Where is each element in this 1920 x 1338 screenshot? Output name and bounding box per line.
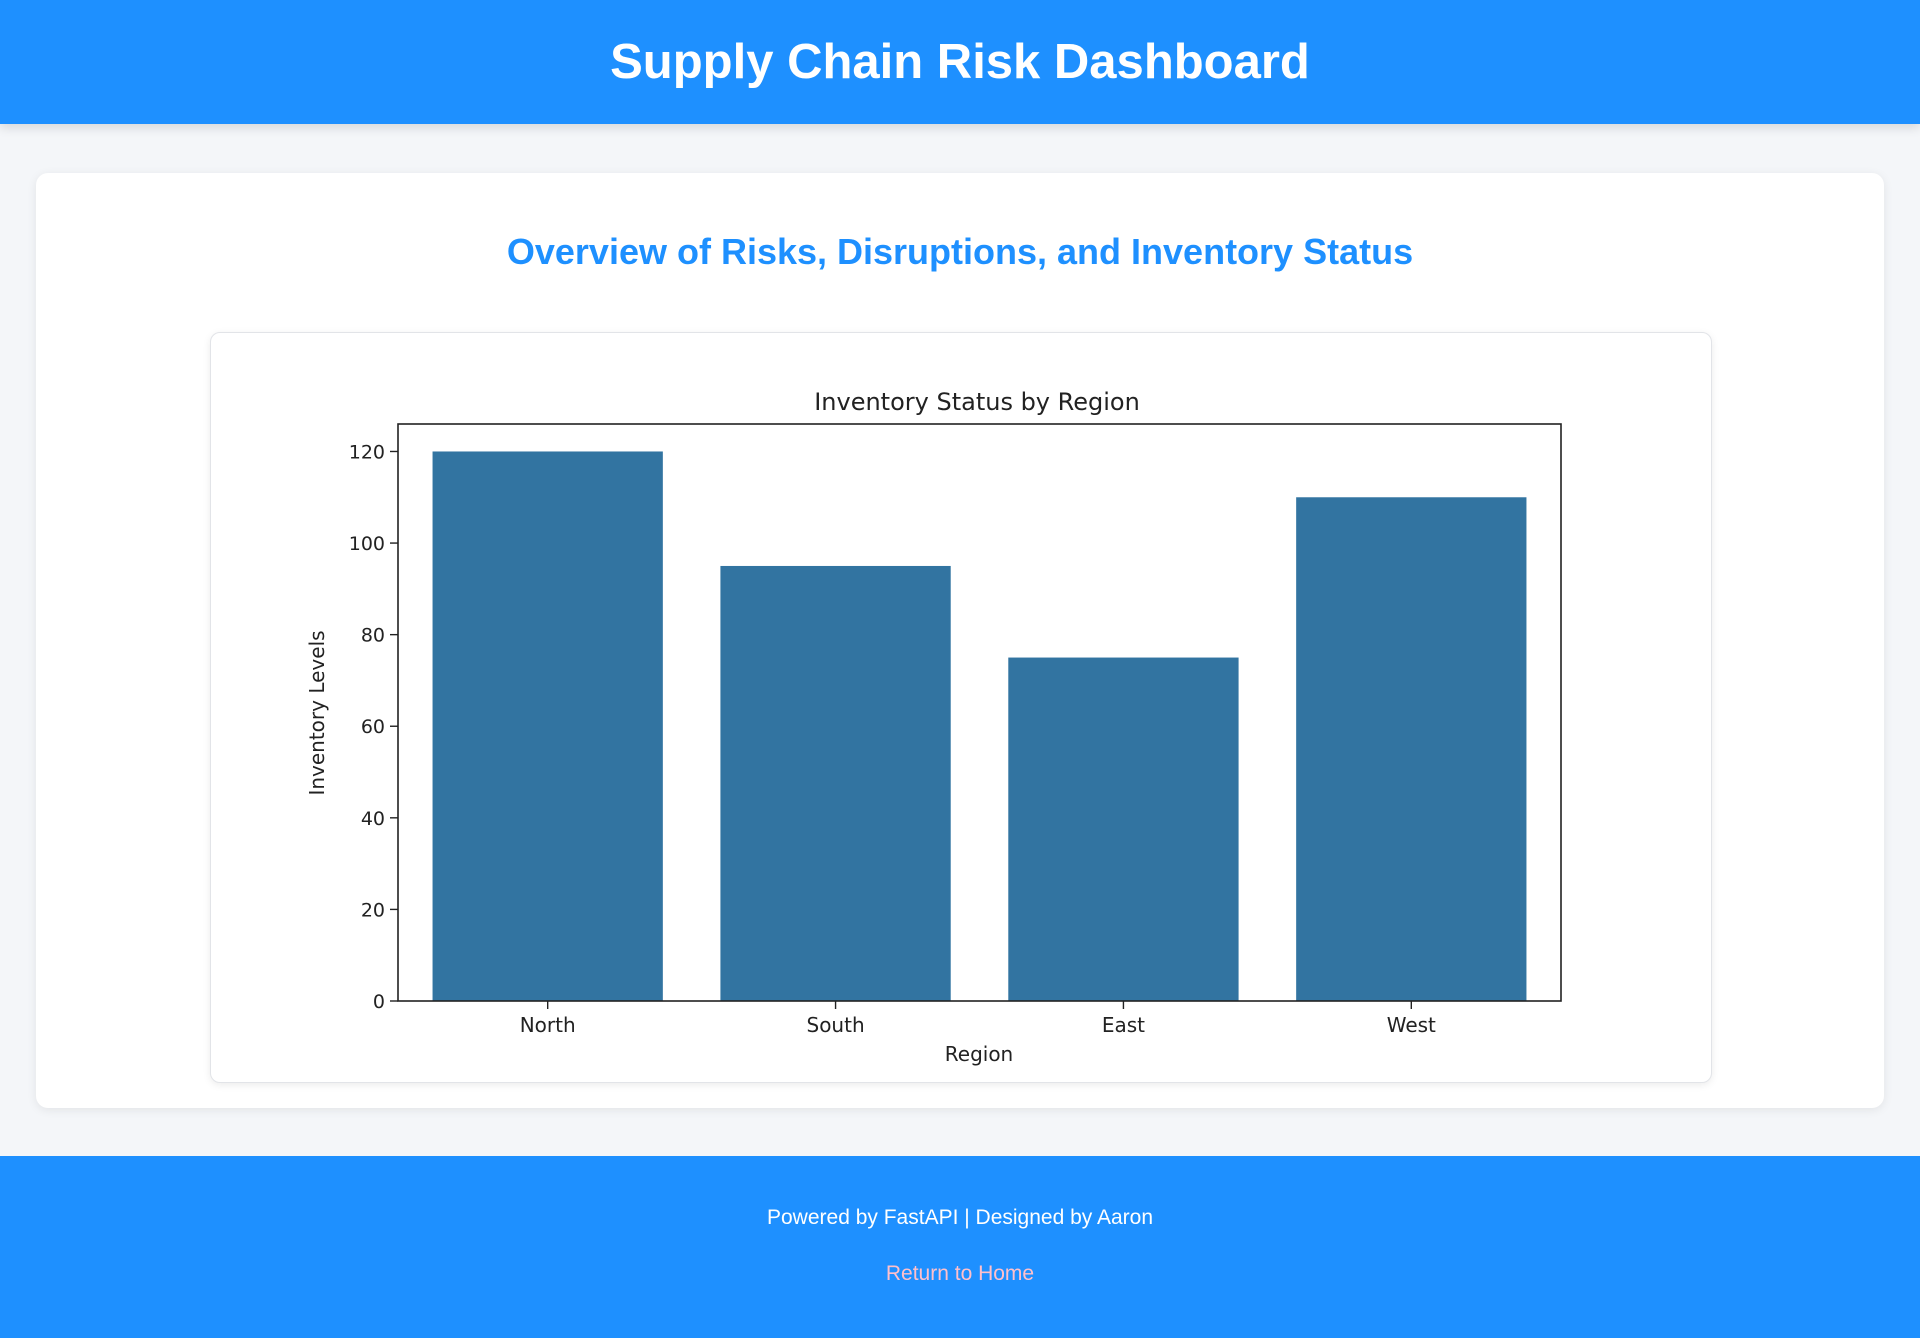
chart-title: Inventory Status by Region xyxy=(814,388,1140,416)
overview-card: Overview of Risks, Disruptions, and Inve… xyxy=(36,173,1884,1108)
return-home-link[interactable]: Return to Home xyxy=(885,1262,1035,1285)
y-tick-label: 60 xyxy=(361,716,385,738)
y-tick-label: 40 xyxy=(361,808,385,830)
bar-south xyxy=(720,565,951,1001)
x-axis-label: Region xyxy=(945,1042,1013,1066)
y-axis-label: Inventory Levels xyxy=(305,630,329,795)
chart-card: Inventory Status by Region 0 20 40 60 80 100 1… xyxy=(210,332,1712,1083)
page-footer: Powered by FastAPI | Designed by Aaron R… xyxy=(0,1156,1920,1338)
x-tick-label: North xyxy=(520,1013,576,1037)
footer-credit: Powered by FastAPI | Designed by Aaron xyxy=(767,1206,1153,1229)
bar-east xyxy=(1008,657,1239,1001)
x-tick-label: South xyxy=(807,1013,865,1037)
page-header: Supply Chain Risk Dashboard xyxy=(0,0,1920,124)
y-tick-label: 100 xyxy=(349,533,385,555)
y-tick-label: 80 xyxy=(361,625,385,647)
x-tick-label: West xyxy=(1387,1013,1436,1037)
y-tick-label: 120 xyxy=(349,441,385,463)
x-tick-label: East xyxy=(1102,1013,1145,1037)
page-title: Supply Chain Risk Dashboard xyxy=(610,35,1310,89)
footer-link-row: Return to Home xyxy=(0,1262,1920,1286)
y-axis: 0 20 40 60 80 100 120 xyxy=(349,441,398,1013)
plot-frame xyxy=(397,423,1562,1002)
bar-north xyxy=(432,451,663,1001)
bar-west xyxy=(1296,497,1527,1001)
inventory-bar-chart: Inventory Status by Region 0 20 40 60 80 100 1… xyxy=(305,388,1562,1066)
bars-group xyxy=(432,451,1527,1001)
y-tick-label: 0 xyxy=(373,991,385,1013)
x-axis: North South East West xyxy=(520,1001,1436,1037)
section-title: Overview of Risks, Disruptions, and Inve… xyxy=(506,231,1414,272)
y-tick-label: 20 xyxy=(361,899,385,921)
